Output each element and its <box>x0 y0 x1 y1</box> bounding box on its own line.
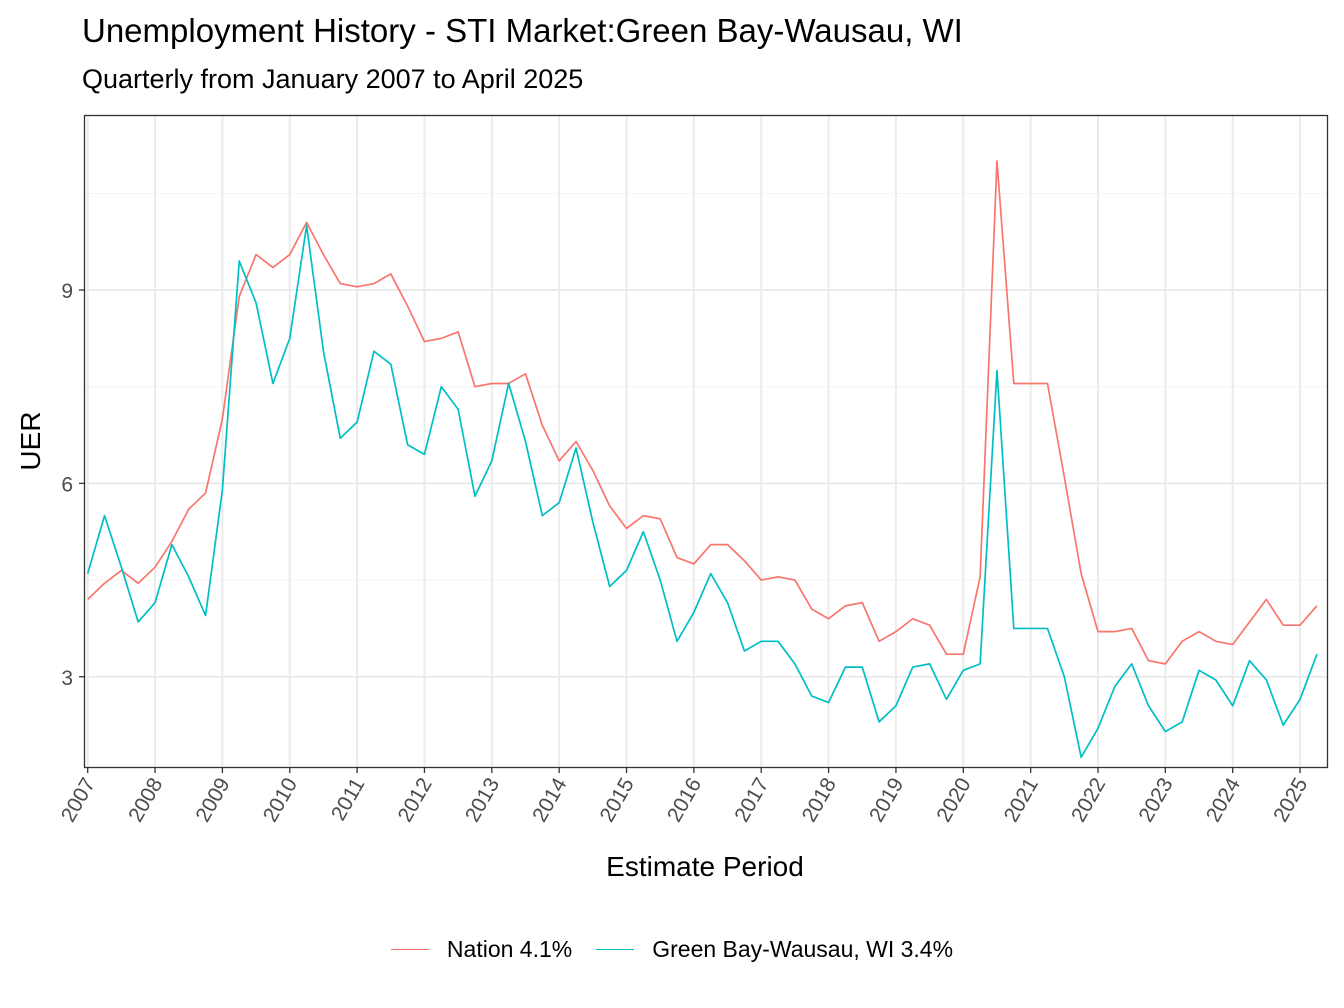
x-tick-label: 2022 <box>1067 774 1110 826</box>
series-layer <box>86 160 1318 759</box>
chart-subtitle: Quarterly from January 2007 to April 202… <box>82 64 584 94</box>
x-tick-label: 2019 <box>865 774 908 826</box>
x-tick-label: 2012 <box>394 774 437 826</box>
legend-label-nation: Nation 4.1% <box>446 936 573 962</box>
series-line-green-bay-wausau <box>86 224 1318 759</box>
y-tick-label: 6 <box>61 473 73 496</box>
chart-title: Unemployment History - STI Market:Green … <box>82 12 963 49</box>
x-tick-label: 2007 <box>57 774 100 826</box>
x-tick-label: 2011 <box>327 774 370 825</box>
x-tick-label: 2020 <box>932 774 975 826</box>
x-tick-label: 2018 <box>798 774 841 826</box>
x-axis-label: Estimate Period <box>606 851 804 882</box>
major-gridlines <box>85 116 1327 767</box>
x-tick-label: 2021 <box>1000 774 1043 826</box>
y-tick-label: 9 <box>61 280 73 303</box>
x-tick-label: 2014 <box>528 774 571 826</box>
legend-key-nation <box>390 949 429 950</box>
x-tick-label: 2015 <box>596 774 639 826</box>
x-tick-label: 2017 <box>730 774 773 826</box>
x-tick-label: 2010 <box>259 774 302 826</box>
x-tick-label: 2025 <box>1269 774 1312 826</box>
axis-tick-labels: 3 6 9 2007 2008 2009 2010 2011 2012 2013 2014 2015 2… <box>57 280 1313 826</box>
y-axis-label: UER <box>15 411 46 470</box>
x-tick-label: 2009 <box>191 774 234 826</box>
minor-gridlines <box>85 192 1327 581</box>
x-tick-label: 2016 <box>663 774 706 826</box>
plot-panel-border <box>83 114 1329 769</box>
legend: Nation 4.1% Green Bay-Wausau, WI 3.4% <box>0 936 1344 963</box>
legend-item-green-bay-wausau: Green Bay-Wausau, WI 3.4% <box>596 936 953 963</box>
x-tick-label: 2008 <box>124 774 167 826</box>
y-tick-label: 3 <box>61 667 73 690</box>
legend-key-green-bay-wausau <box>596 949 635 950</box>
axis-ticks <box>79 289 1301 773</box>
series-line-nation <box>87 160 1318 665</box>
legend-item-nation: Nation 4.1% <box>390 936 573 963</box>
x-tick-label: 2013 <box>461 774 504 826</box>
x-tick-label: 2023 <box>1134 774 1177 826</box>
x-tick-label: 2024 <box>1202 774 1245 826</box>
line-chart: 3 6 9 2007 2008 2009 2010 2011 2012 2013 2014 2015 2… <box>15 114 1329 882</box>
legend-label-green-bay-wausau: Green Bay-Wausau, WI 3.4% <box>652 936 954 962</box>
